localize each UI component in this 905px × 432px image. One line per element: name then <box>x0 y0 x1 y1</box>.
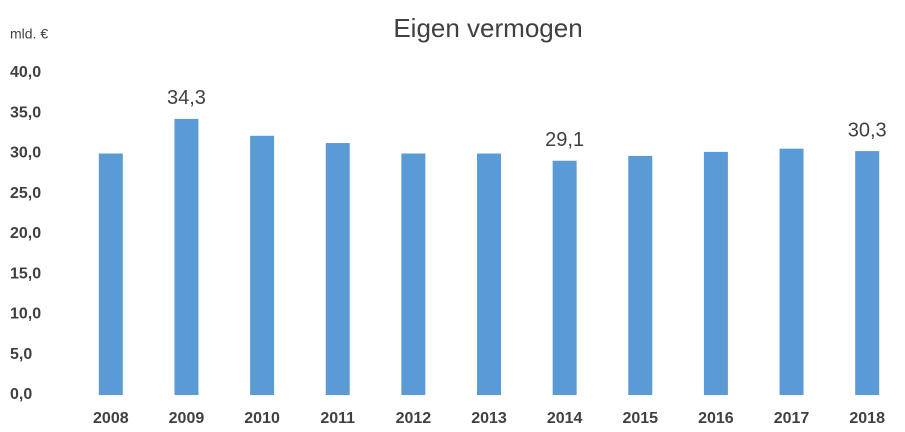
y-tick-label: 15,0 <box>10 265 41 282</box>
x-tick-label: 2012 <box>396 410 432 427</box>
chart-title: Eigen vermogen <box>393 13 582 43</box>
bar <box>703 151 728 395</box>
data-label: 30,3 <box>848 119 887 141</box>
bar <box>552 160 577 395</box>
y-tick-label: 25,0 <box>10 185 41 202</box>
bar <box>325 143 350 395</box>
x-tick-label: 2015 <box>622 410 658 427</box>
x-tick-label: 2018 <box>849 410 885 427</box>
y-tick-label: 40,0 <box>10 64 41 81</box>
x-tick-label: 2010 <box>244 410 280 427</box>
data-label: 29,1 <box>545 129 584 151</box>
y-tick-label: 0,0 <box>10 386 32 403</box>
bar <box>401 153 426 395</box>
bar <box>477 153 501 395</box>
bar <box>250 135 275 396</box>
y-tick-label: 20,0 <box>10 225 41 242</box>
y-tick-label: 10,0 <box>10 306 41 323</box>
x-tick-label: 2017 <box>774 410 810 427</box>
bar <box>174 118 199 395</box>
x-tick-label: 2011 <box>320 410 355 427</box>
bar <box>628 155 653 395</box>
y-tick-label: 30,0 <box>10 145 41 162</box>
x-tick-label: 2008 <box>93 410 129 427</box>
bar <box>855 151 880 395</box>
bar <box>98 153 123 395</box>
y-tick-label: 35,0 <box>10 104 41 121</box>
y-axis-label: mld. € <box>10 26 48 42</box>
y-tick-label: 5,0 <box>10 346 32 363</box>
x-tick-label: 2009 <box>169 410 205 427</box>
x-tick-label: 2013 <box>471 410 507 427</box>
x-tick-label: 2014 <box>547 410 583 427</box>
bar <box>779 148 804 395</box>
x-tick-label: 2016 <box>698 410 734 427</box>
data-label: 34,3 <box>167 87 206 109</box>
